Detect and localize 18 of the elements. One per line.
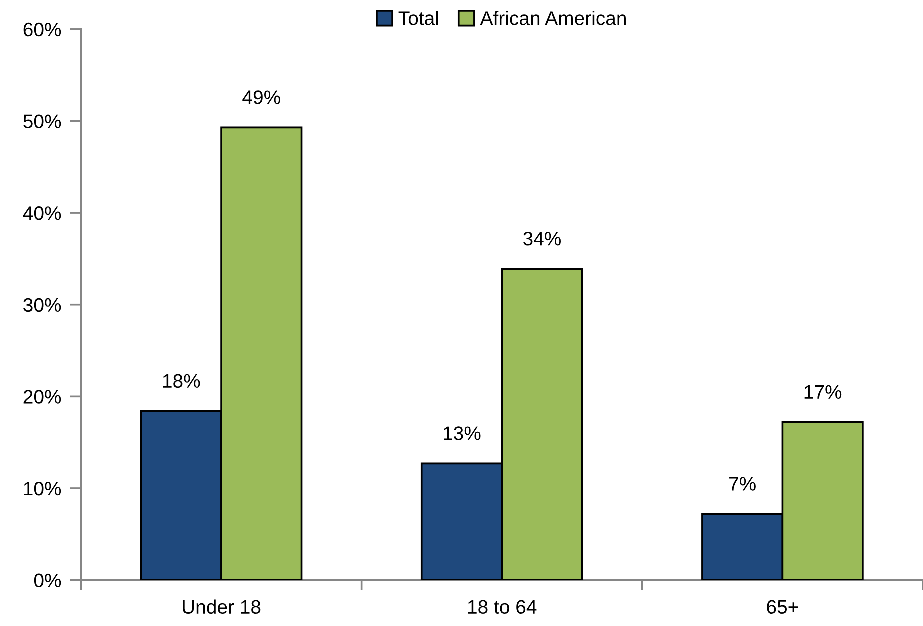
y-tick-label: 10% <box>24 482 62 496</box>
legend-label: Total <box>398 11 438 26</box>
data-label: 34% <box>524 232 562 246</box>
y-tick-label: 50% <box>24 114 62 128</box>
x-tick-label: 65+ <box>767 600 798 614</box>
data-label: 49% <box>242 90 280 104</box>
y-tick-label: 60% <box>24 22 62 37</box>
y-tick-label: 0% <box>34 574 62 588</box>
x-tick-label: 18 to 64 <box>468 600 537 614</box>
y-tick-label: 30% <box>24 298 62 312</box>
y-tick-label: 20% <box>24 390 62 404</box>
data-label: 7% <box>730 477 756 491</box>
data-label: 18% <box>163 374 200 388</box>
data-label: 13% <box>444 426 481 440</box>
data-label: 17% <box>804 385 842 400</box>
y-tick-label: 40% <box>23 206 62 220</box>
x-tick-label: Under 18 <box>183 600 261 614</box>
legend-label: African American <box>480 11 626 26</box>
